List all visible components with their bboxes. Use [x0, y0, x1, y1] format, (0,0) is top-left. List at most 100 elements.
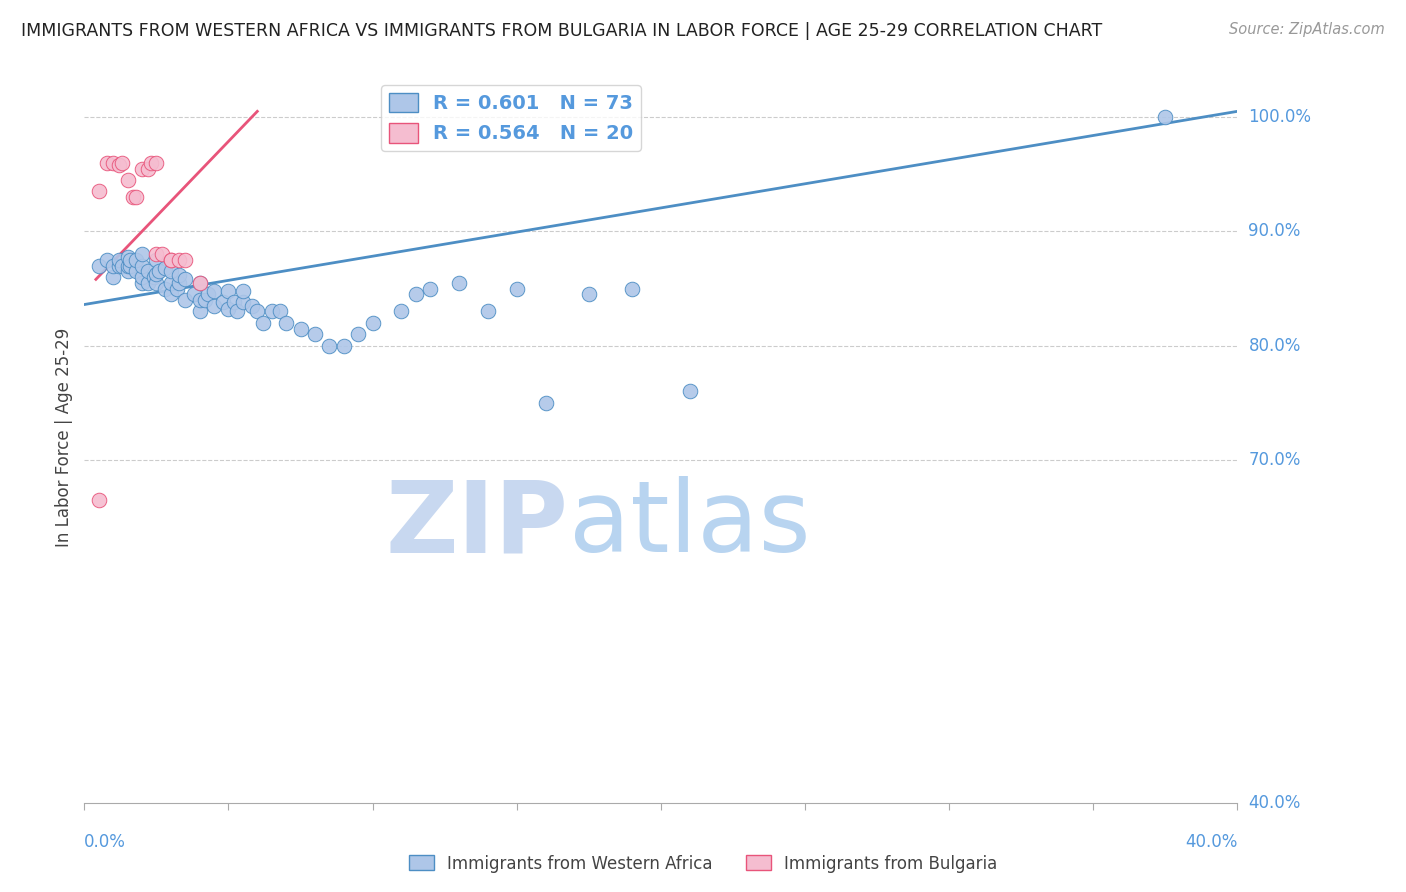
Point — [621, 281, 644, 295]
Point — [1154, 110, 1177, 124]
Point — [276, 316, 298, 330]
Point — [87, 492, 110, 507]
Point — [160, 252, 183, 267]
Point — [145, 156, 167, 170]
Point — [87, 185, 110, 199]
Point — [333, 338, 356, 352]
Point — [260, 304, 283, 318]
Text: 90.0%: 90.0% — [1249, 222, 1301, 240]
Point — [218, 284, 240, 298]
Point — [304, 327, 326, 342]
Text: 80.0%: 80.0% — [1249, 336, 1301, 355]
Point — [679, 384, 702, 399]
Point — [120, 259, 142, 273]
Point — [148, 264, 170, 278]
Point — [131, 247, 153, 261]
Point — [160, 252, 183, 267]
Point — [197, 287, 219, 301]
Point — [246, 304, 269, 318]
Point — [136, 276, 159, 290]
Point — [160, 287, 183, 301]
Point — [188, 293, 211, 307]
Text: Source: ZipAtlas.com: Source: ZipAtlas.com — [1229, 22, 1385, 37]
Point — [125, 264, 148, 278]
Point — [269, 304, 291, 318]
Point — [120, 252, 142, 267]
Point — [506, 281, 529, 295]
Text: IMMIGRANTS FROM WESTERN AFRICA VS IMMIGRANTS FROM BULGARIA IN LABOR FORCE | AGE : IMMIGRANTS FROM WESTERN AFRICA VS IMMIGR… — [21, 22, 1102, 40]
Point — [87, 259, 110, 273]
Point — [153, 260, 176, 275]
Point — [477, 304, 499, 318]
Point — [160, 276, 183, 290]
Point — [361, 316, 384, 330]
Point — [169, 252, 191, 267]
Point — [103, 156, 124, 170]
Point — [117, 264, 139, 278]
Point — [419, 281, 441, 295]
Point — [142, 270, 165, 285]
Point — [194, 293, 217, 307]
Point — [117, 173, 139, 187]
Point — [169, 276, 191, 290]
Point — [125, 252, 148, 267]
Point — [125, 190, 148, 204]
Legend: Immigrants from Western Africa, Immigrants from Bulgaria: Immigrants from Western Africa, Immigran… — [402, 848, 1004, 880]
Point — [391, 304, 413, 318]
Point — [174, 272, 197, 286]
Point — [96, 156, 118, 170]
Point — [202, 299, 225, 313]
Point — [169, 268, 191, 282]
Point — [145, 252, 167, 267]
Text: 70.0%: 70.0% — [1249, 451, 1301, 469]
Text: 0.0%: 0.0% — [84, 833, 127, 851]
Point — [449, 276, 471, 290]
Point — [202, 284, 225, 298]
Point — [347, 327, 370, 342]
Point — [136, 264, 159, 278]
Point — [160, 264, 183, 278]
Point — [232, 284, 254, 298]
Point — [131, 270, 153, 285]
Text: 40.0%: 40.0% — [1185, 833, 1237, 851]
Point — [131, 161, 153, 176]
Point — [103, 259, 124, 273]
Point — [150, 247, 173, 261]
Point — [188, 276, 211, 290]
Point — [111, 156, 134, 170]
Point — [240, 299, 263, 313]
Point — [211, 295, 233, 310]
Point — [218, 302, 240, 317]
Point — [174, 252, 197, 267]
Point — [145, 276, 167, 290]
Point — [166, 281, 188, 295]
Point — [108, 259, 131, 273]
Point — [122, 190, 145, 204]
Point — [153, 281, 176, 295]
Point — [131, 259, 153, 273]
Point — [318, 338, 340, 352]
Point — [174, 293, 197, 307]
Text: 100.0%: 100.0% — [1249, 108, 1312, 126]
Point — [131, 276, 153, 290]
Text: atlas: atlas — [568, 476, 810, 574]
Point — [139, 156, 162, 170]
Point — [108, 158, 131, 172]
Point — [188, 276, 211, 290]
Point — [405, 287, 427, 301]
Point — [226, 304, 249, 318]
Point — [232, 295, 254, 310]
Point — [96, 252, 118, 267]
Point — [117, 259, 139, 273]
Point — [108, 252, 131, 267]
Text: ZIP: ZIP — [385, 476, 568, 574]
Point — [252, 316, 274, 330]
Point — [111, 259, 134, 273]
Point — [578, 287, 600, 301]
Point — [145, 247, 167, 261]
Point — [117, 250, 139, 264]
Y-axis label: In Labor Force | Age 25-29: In Labor Force | Age 25-29 — [55, 327, 73, 547]
Point — [224, 295, 246, 310]
Point — [534, 396, 557, 410]
Point — [290, 321, 312, 335]
